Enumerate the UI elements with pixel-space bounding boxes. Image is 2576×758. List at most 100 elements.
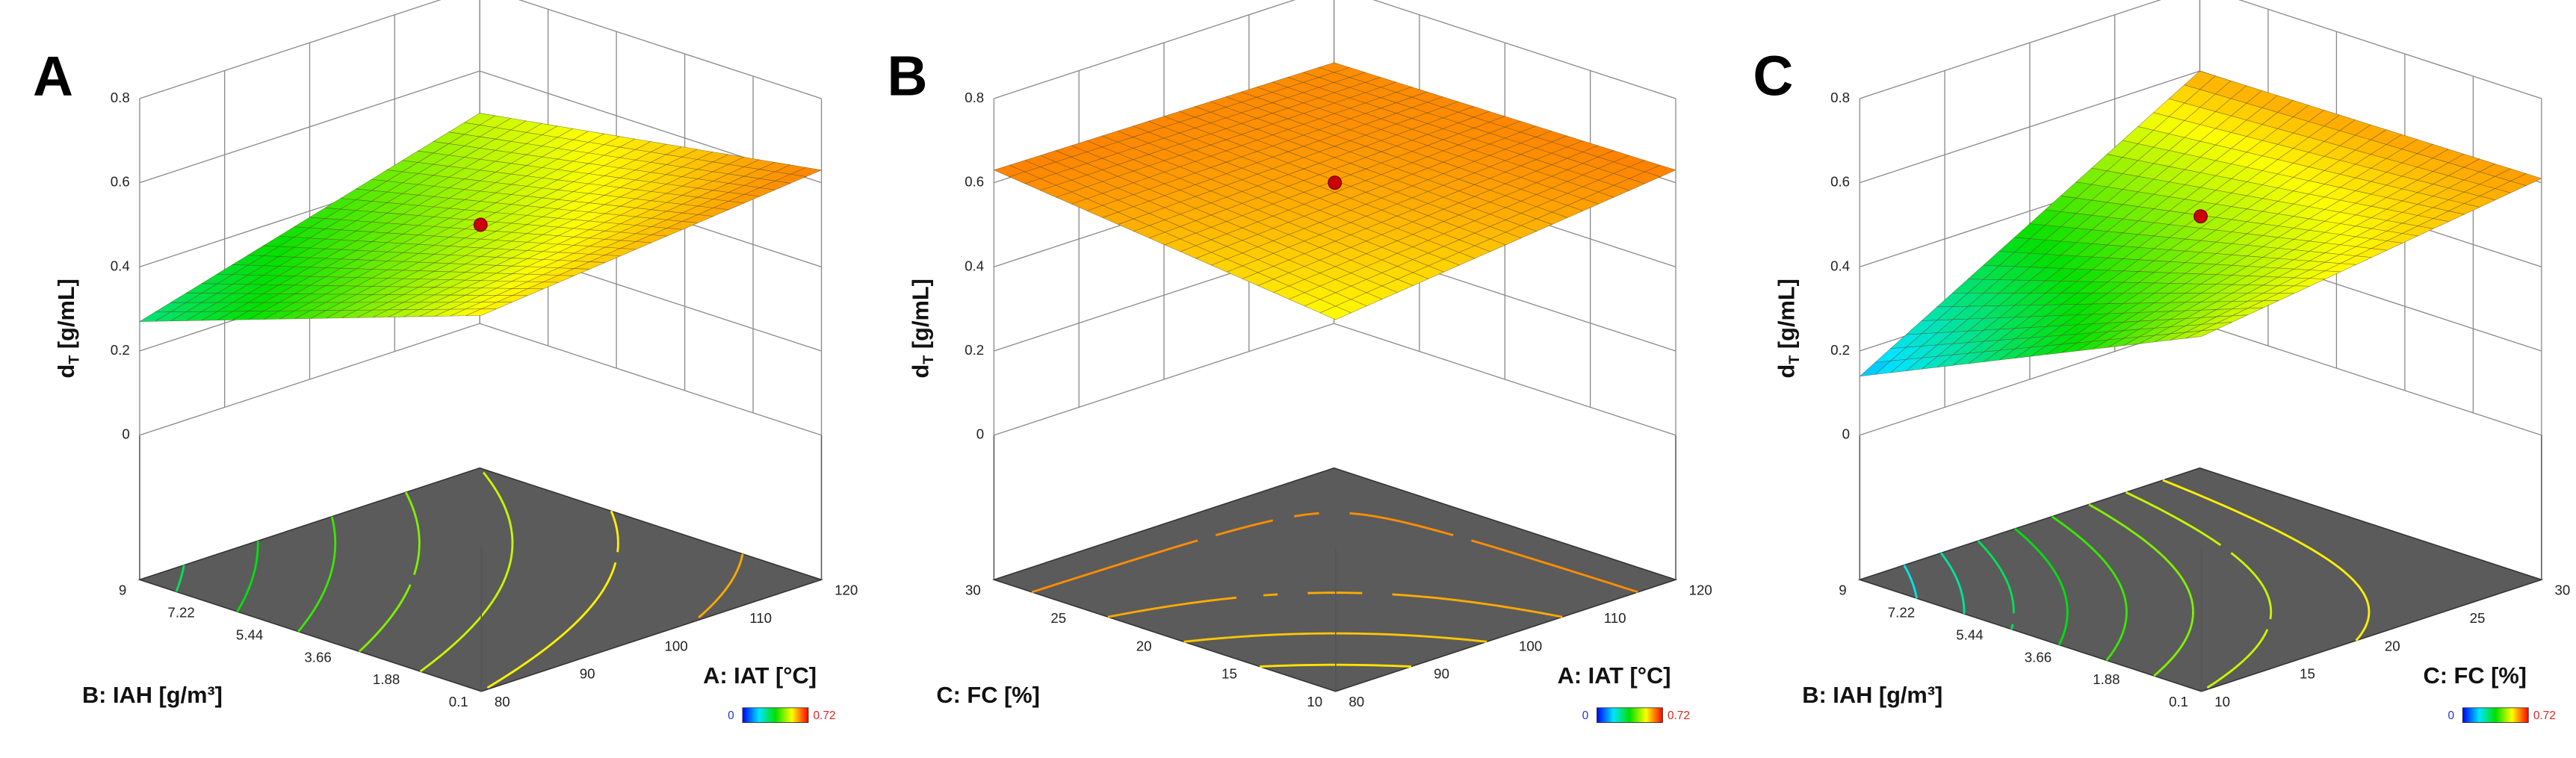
x-axis-label: A: IAT [°C] (1558, 662, 1671, 689)
wall-grid-line (1372, 0, 1676, 99)
contour-line (486, 510, 619, 689)
z-tick-label: 0 (1842, 426, 1850, 442)
z-tick-label: 0.6 (1830, 174, 1850, 190)
z-axis-label: dT [g/mL] (53, 279, 83, 378)
colorbar-max-label: 0.72 (814, 709, 836, 722)
design-point (473, 217, 488, 232)
contour-line (2014, 527, 2069, 646)
y-tick-label: 5.44 (236, 627, 263, 642)
z-tick-label: 0.4 (1830, 258, 1850, 273)
z-tick-label: 0.6 (111, 174, 130, 190)
contour-line (1977, 540, 2015, 630)
colorbar (2462, 707, 2529, 723)
contour-line (1939, 552, 1966, 614)
y-tick-label: 7.22 (167, 604, 194, 620)
z-tick-label: 0.6 (965, 174, 984, 190)
wall-grid-line (1334, 323, 1676, 436)
x-tick-label: 110 (749, 610, 772, 626)
z-axis-label: dT [g/mL] (907, 279, 937, 378)
floor (991, 467, 1678, 692)
y-tick-label: 9 (1839, 583, 1846, 598)
y-tick-label: 15 (1222, 666, 1237, 682)
y-tick-label: 3.66 (2025, 649, 2052, 665)
y-tick-label: 30 (965, 583, 981, 598)
x-tick-label: 80 (1349, 694, 1364, 709)
x-tick-label: 25 (2470, 610, 2486, 626)
z-tick-label: 0.4 (965, 258, 984, 273)
y-axis-label: C: FC [%] (936, 682, 1039, 708)
x-tick-label: 30 (2554, 583, 2570, 598)
z-axis-label: dT [g/mL] (1773, 279, 1803, 378)
x-axis-label: C: FC [%] (2424, 662, 2527, 689)
wall-grid-line (139, 70, 480, 184)
colorbar (742, 707, 809, 723)
contour-line (2162, 479, 2371, 641)
panel: 80901001101200.11.883.665.447.22900.20.4… (33, 0, 858, 723)
contour-line (358, 491, 421, 653)
figure-body: 80901001101200.11.883.665.447.22900.20.4… (33, 0, 2570, 723)
z-axis-label-part: d (1773, 364, 1799, 379)
x-tick-label: 120 (835, 583, 858, 598)
z-axis-label-part: T (66, 355, 83, 364)
y-axis-label: B: IAH [g/m³] (82, 682, 223, 708)
colorbar-min-label: 0 (728, 709, 734, 722)
contour-line (1031, 512, 1638, 594)
z-axis-label-part: d (907, 364, 933, 379)
y-tick-label: 7.22 (1888, 604, 1915, 620)
z-tick-label: 0.2 (1830, 342, 1850, 358)
wall-grid-line (2199, 323, 2542, 436)
y-axis-label: B: IAH [g/m³] (1802, 682, 1942, 708)
colorbar-min-label: 0 (2448, 709, 2455, 722)
x-tick-label: 120 (1689, 583, 1712, 598)
design-point (2193, 209, 2208, 224)
panel: 10 15 20 25 30 0.1 1.88 3.66 5.44 7.22 9 0 0.2 0.4 0.6… (1753, 0, 2570, 723)
panel-label: B (887, 45, 927, 108)
panel-label: C (1753, 45, 1793, 108)
y-tick-label: 9 (119, 583, 126, 598)
surface-patch (2185, 329, 2217, 339)
z-axis-label-part: T (1786, 355, 1803, 364)
z-tick-label: 0.2 (111, 342, 130, 358)
y-tick-label: 1.88 (2093, 671, 2120, 687)
z-tick-label: 0.8 (111, 90, 130, 105)
contour-line (2088, 503, 2194, 677)
contour-line (1903, 565, 1918, 599)
wall-grid-line (518, 0, 822, 99)
wall-grid-line (139, 0, 442, 99)
contour-line (1107, 591, 1563, 618)
contour-line (2051, 515, 2128, 662)
colorbar-max-label: 0.72 (1668, 709, 1690, 722)
contour-line (1183, 632, 1487, 643)
y-tick-label: 0.1 (449, 694, 468, 709)
panel-label: A (33, 45, 73, 108)
y-tick-label: 25 (1050, 610, 1066, 626)
wall-grid-line (1860, 70, 2200, 184)
wall-grid-line (139, 323, 480, 436)
contour-line (2125, 491, 2273, 689)
x-tick-label: 10 (2214, 694, 2230, 709)
z-tick-label: 0.4 (111, 258, 130, 273)
z-tick-label: 0.8 (965, 90, 984, 105)
x-tick-label: 15 (2300, 666, 2315, 682)
colorbar (1596, 707, 1663, 723)
x-tick-label: 100 (664, 638, 687, 653)
y-tick-label: 5.44 (1956, 627, 1983, 642)
x-tick-label: 20 (2385, 638, 2400, 653)
y-tick-label: 10 (1307, 694, 1322, 709)
wall-grid-line (994, 323, 1334, 436)
z-axis-label-part: [g/mL] (53, 279, 79, 355)
x-axis-label: A: IAT [°C] (703, 662, 817, 689)
surface-patch (465, 308, 498, 316)
z-tick-label: 0 (976, 426, 984, 442)
x-tick-label: 110 (1604, 610, 1626, 626)
x-tick-label: 90 (1434, 666, 1449, 682)
wall-grid-line (479, 323, 822, 436)
z-axis-label-part: d (53, 364, 79, 379)
colorbar-min-label: 0 (1582, 709, 1589, 722)
z-tick-label: 0 (122, 426, 129, 442)
z-axis-label-part: [g/mL] (1773, 279, 1799, 355)
x-tick-label: 100 (1519, 638, 1542, 653)
design-point (1328, 175, 1343, 190)
